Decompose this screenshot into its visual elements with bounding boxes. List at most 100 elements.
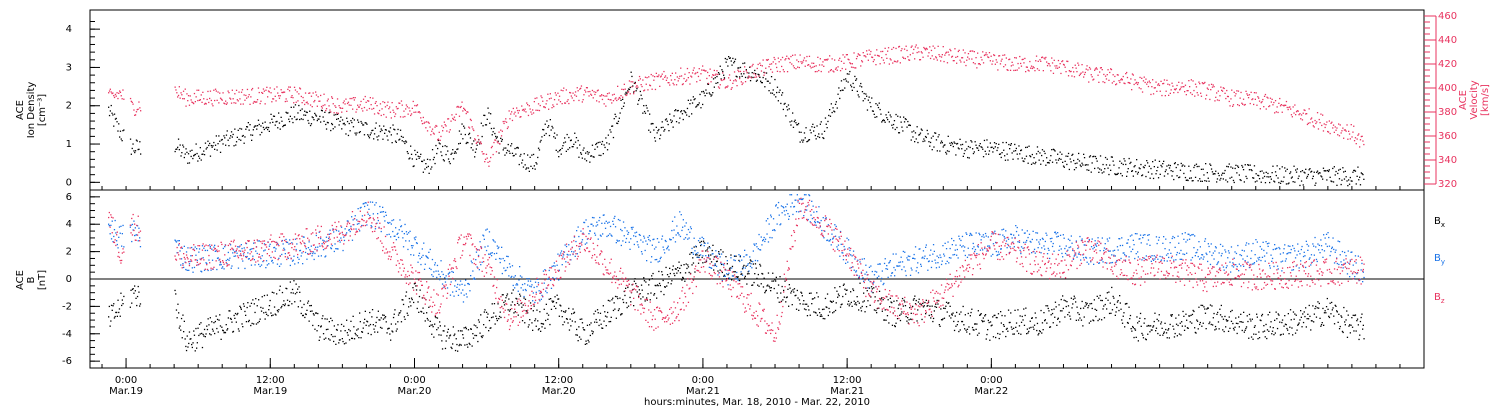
velocity-point — [297, 100, 299, 102]
bfield-bx-point — [182, 314, 184, 316]
density-point — [978, 145, 980, 147]
bfield-bx-point — [646, 297, 648, 299]
bfield-bx-point — [1078, 313, 1080, 316]
bfield-bx-point — [1277, 313, 1279, 315]
density-point — [1090, 171, 1092, 173]
velocity-point — [1308, 108, 1310, 110]
density-point — [859, 85, 861, 87]
velocity-point — [710, 81, 712, 83]
velocity-point — [261, 91, 263, 94]
bfield-bx-point — [238, 330, 240, 332]
bfield-by-point — [136, 225, 139, 227]
bfield-bx-point — [457, 350, 459, 352]
density-point — [1315, 182, 1317, 184]
density-point — [457, 148, 459, 150]
density-point — [187, 162, 189, 164]
bfield-bx-point — [205, 333, 207, 335]
density-point — [537, 156, 539, 159]
density-point — [272, 121, 274, 123]
velocity-point — [644, 76, 647, 78]
bfield-bx-point — [1030, 326, 1032, 329]
density-point — [1110, 169, 1112, 171]
velocity-point — [256, 99, 259, 101]
density-point — [1002, 141, 1004, 144]
bfield-bx-point — [937, 303, 939, 305]
velocity-point — [237, 100, 239, 102]
bfield-bx-point — [507, 309, 509, 311]
bfield-by-point — [216, 268, 218, 271]
density-point — [872, 110, 874, 112]
bfield-by-point — [305, 248, 307, 250]
bfield-bx-point — [229, 310, 231, 312]
density-point — [357, 119, 359, 121]
bfield-bx-point — [581, 318, 583, 320]
bfield-bx-point — [656, 284, 659, 286]
density-point — [655, 126, 657, 128]
velocity-point — [934, 47, 936, 49]
bfield-bx-point — [1057, 318, 1059, 320]
bfield-by-point — [325, 236, 328, 238]
bfield-bx-point — [826, 293, 829, 295]
density-point — [450, 153, 452, 155]
velocity-point — [961, 57, 963, 59]
density-point — [800, 131, 802, 133]
velocity-point — [306, 101, 308, 103]
density-point — [1316, 170, 1319, 172]
velocity-point — [733, 71, 736, 73]
density-point — [787, 104, 790, 106]
bfield-bx-point — [409, 301, 411, 303]
velocity-point — [122, 89, 124, 91]
bfield-bx-point — [219, 314, 221, 316]
density-point — [855, 78, 858, 80]
bfield-bx-point — [1214, 329, 1216, 331]
velocity-point — [590, 94, 593, 96]
velocity-point — [837, 66, 839, 68]
density-point — [636, 88, 638, 90]
density-ylabel-line2: Ion Density — [26, 82, 37, 139]
bfield-bx-point — [287, 304, 289, 307]
density-point — [310, 123, 313, 125]
bfield-bx-point — [234, 312, 237, 315]
density-point — [1120, 172, 1122, 175]
density-point — [1189, 170, 1192, 172]
bfield-by-point — [195, 254, 197, 256]
density-point — [511, 152, 514, 154]
bfield-bx-point — [1103, 317, 1106, 319]
density-point — [728, 56, 730, 58]
velocity-point — [553, 105, 555, 108]
density-point — [1179, 176, 1181, 178]
bfield-bx-point — [868, 287, 871, 289]
density-point — [845, 78, 847, 80]
velocity-point — [275, 100, 277, 102]
bfield-bx-point — [1353, 330, 1355, 332]
bfield-bx-point — [322, 333, 325, 335]
density-point — [603, 144, 605, 146]
density-point — [675, 121, 678, 123]
density-point — [989, 142, 991, 144]
density-point — [108, 106, 110, 108]
bfield-bx-point — [764, 290, 767, 292]
density-point — [1211, 171, 1214, 173]
bfield-bx-point — [844, 288, 846, 290]
bfield-bx-point — [736, 276, 739, 279]
velocity-point — [936, 59, 938, 61]
density-point — [1147, 171, 1150, 173]
density-point — [969, 146, 971, 149]
velocity-point — [1203, 82, 1205, 84]
bfield-bx-point — [193, 334, 196, 336]
bfield-bx-point — [399, 312, 401, 314]
bfield-bx-point — [443, 330, 445, 332]
bfield-bx-point — [1217, 321, 1220, 323]
velocity-point — [1057, 67, 1059, 69]
bfield-bx-point — [199, 333, 201, 335]
bfield-bx-point — [651, 278, 653, 280]
velocity-point — [608, 92, 610, 94]
bfield-bx-point — [1360, 316, 1362, 319]
velocity-point — [972, 62, 975, 64]
bfield-by-point — [227, 251, 229, 254]
density-point — [749, 66, 751, 68]
density-point — [237, 129, 239, 131]
density-point — [245, 128, 247, 130]
density-point — [1224, 169, 1226, 172]
